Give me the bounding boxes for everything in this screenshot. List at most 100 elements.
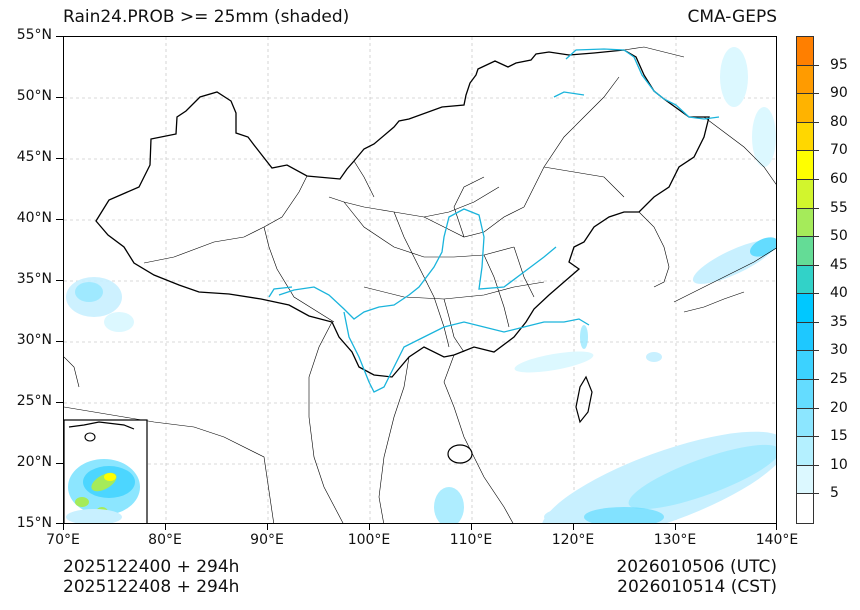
valid-time-utc: 2026010506 (UTC) [616,557,777,577]
colorbar-tick [814,64,819,66]
lat-tick-mark [56,402,63,404]
colorbar-label: 25 [830,371,848,388]
lat-tick-mark [56,36,63,38]
colorbar-label: 10 [830,456,848,473]
colorbar-segment [797,437,813,466]
colorbar-tick [814,264,819,266]
lat-tick-label: 45°N [16,149,52,165]
colorbar-tick [814,379,819,381]
rivers [268,48,720,393]
colorbar-label: 30 [830,342,848,359]
lon-tick-mark [267,524,269,530]
china-map [64,37,776,523]
lon-tick-label: 120°E [551,532,595,548]
colorbar-segment [797,408,813,438]
lat-tick-mark [56,219,63,221]
colorbar-segment [797,237,813,266]
lon-tick-mark [471,524,473,530]
colorbar-tick [814,207,819,209]
colorbar-segment [797,151,813,180]
taiwan-island [575,375,593,424]
colorbar-label: 15 [830,428,848,445]
colorbar-label: 20 [830,399,848,416]
lat-tick-mark [56,463,63,465]
valid-time-cst: 2026010514 (CST) [617,577,777,597]
colorbar-segment [797,208,813,238]
colorbar-segment [797,37,813,66]
colorbar-label: 45 [830,256,848,273]
colorbar-label: 70 [830,142,848,159]
lon-tick-label: 140°E [755,532,799,548]
lat-tick-label: 40°N [16,210,52,226]
lon-tick-label: 110°E [449,532,493,548]
lat-tick-label: 35°N [16,271,52,287]
colorbar-segment [797,351,813,381]
lat-tick-mark [56,341,63,343]
init-time-block: 2025122400 + 294h 2025122408 + 294h [63,557,239,597]
lat-tick-label: 50°N [16,88,52,104]
colorbar-tick [814,178,819,180]
lat-tick-mark [56,523,63,525]
lon-tick-label: 90°E [250,532,284,548]
colorbar-tick [814,121,819,123]
colorbar-segment [797,465,813,495]
lat-tick-mark [56,280,63,282]
colorbar-tick [814,493,819,495]
colorbar-segment [797,294,813,323]
colorbar-label: 95 [830,56,848,73]
colorbar-label: 40 [830,285,848,302]
lon-tick-label: 70°E [46,532,80,548]
colorbar-tick [814,321,819,323]
colorbar-tick [814,150,819,152]
valid-time-block: 2026010506 (UTC) 2026010514 (CST) [616,557,777,597]
lat-tick-mark [56,97,63,99]
colorbar-segment [797,94,813,123]
latitude-axis: 55°N 50°N 45°N 40°N 35°N 30°N 25°N 20°N … [0,0,52,610]
colorbar-tick [814,293,819,295]
hainan-island [447,444,473,464]
colorbar-tick [814,236,819,238]
colorbar-tick [814,93,819,95]
init-time-cst: 2025122408 + 294h [63,577,240,597]
colorbar-tick [814,350,819,352]
lat-tick-label: 30°N [16,332,52,348]
colorbar-tick [814,464,819,466]
colorbar-segment [797,179,813,209]
colorbar-label: 60 [830,170,848,187]
lon-tick-label: 100°E [347,532,391,548]
lat-tick-mark [56,158,63,160]
colorbar-label: 5 [830,485,839,502]
lat-tick-label: 15°N [16,515,52,531]
lon-tick-mark [573,524,575,530]
colorbar-label: 90 [830,85,848,102]
chart-title: Rain24.PROB >= 25mm (shaded) [63,7,350,27]
colorbar-label: 55 [830,199,848,216]
lon-tick-mark [63,524,65,530]
south-china-sea-inset [64,419,148,523]
colorbar-segment [797,494,813,523]
colorbar-segment [797,265,813,295]
model-name: CMA-GEPS [687,7,777,27]
lon-tick-label: 80°E [148,532,182,548]
province-borders [64,46,776,523]
lon-tick-mark [369,524,371,530]
lon-tick-label: 130°E [653,532,697,548]
colorbar-label: 80 [830,113,848,130]
lat-tick-label: 55°N [16,27,52,43]
colorbar-segment [797,380,813,409]
colorbar-label: 35 [830,313,848,330]
colorbar-label: 50 [830,228,848,245]
lat-tick-label: 25°N [16,393,52,409]
colorbar-tick [814,436,819,438]
colorbar-segment [797,65,813,95]
precip-shading [66,47,776,523]
map-plot-area [63,36,777,524]
lat-tick-label: 20°N [16,454,52,470]
colorbar-segment [797,322,813,352]
init-time-utc: 2025122400 + 294h [63,557,240,577]
colorbar [796,36,814,524]
lon-tick-mark [675,524,677,530]
colorbar-segment [797,122,813,152]
lon-tick-mark [776,524,778,530]
colorbar-tick [814,407,819,409]
